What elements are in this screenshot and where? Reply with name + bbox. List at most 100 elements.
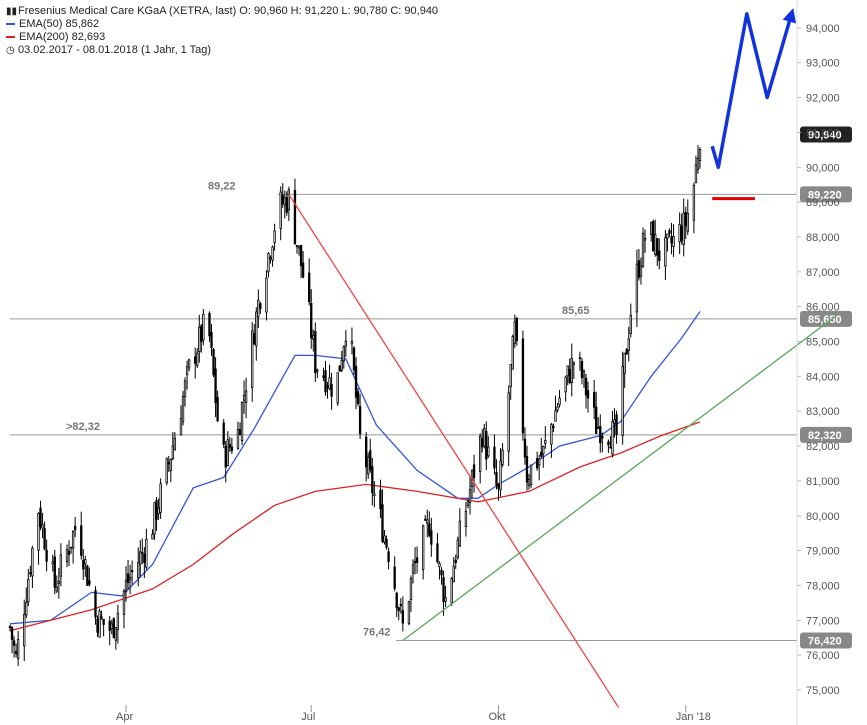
candle-body xyxy=(310,302,313,339)
candle-body xyxy=(507,392,510,452)
candle-body xyxy=(540,451,543,457)
candle-body xyxy=(112,618,115,638)
candle-body xyxy=(173,437,177,451)
candle-body xyxy=(71,531,75,549)
level-price-box xyxy=(800,186,852,203)
candle-body xyxy=(381,504,384,542)
candle-body xyxy=(187,359,191,369)
candle-body xyxy=(86,565,89,586)
candle-body xyxy=(27,579,30,603)
candle-body xyxy=(108,620,111,631)
candle-body xyxy=(387,551,390,563)
candle-body xyxy=(145,538,148,568)
candle-body xyxy=(287,189,291,211)
y-tick-label: 84,000 xyxy=(806,371,840,383)
candle-body xyxy=(354,365,358,398)
candle-body xyxy=(102,618,105,625)
candle-body xyxy=(698,149,702,161)
legend-ema200: EMA(200) 82,693 xyxy=(19,31,106,43)
candle-body xyxy=(183,380,187,397)
candle-body xyxy=(566,365,569,377)
candle-body xyxy=(468,488,472,504)
trend-layer xyxy=(288,194,835,708)
candle-body xyxy=(100,616,103,619)
candle-body xyxy=(352,347,356,371)
candle-body xyxy=(14,650,18,655)
last-price-box xyxy=(800,126,852,143)
candle-body xyxy=(487,446,490,457)
forecast-layer xyxy=(710,8,797,201)
candle-body xyxy=(285,197,288,213)
candle-body xyxy=(151,533,154,540)
axis-layer: 75,000 76,000 77,000 78,000 79,000 80,000 81,0… xyxy=(116,0,840,725)
candle-body xyxy=(73,525,77,531)
candle-body xyxy=(51,561,54,565)
candle-body xyxy=(94,590,97,618)
candle-body xyxy=(415,557,419,563)
candle-layer xyxy=(8,145,702,667)
candle-body xyxy=(599,425,602,444)
candle-body xyxy=(53,556,56,588)
candle-body xyxy=(696,157,700,170)
candle-body xyxy=(208,312,211,337)
candle-body xyxy=(595,406,598,434)
candle-body xyxy=(128,576,132,581)
candle-body xyxy=(45,549,48,562)
candle-body xyxy=(658,250,661,261)
candlestick-icon: ▮▮ xyxy=(6,6,18,17)
candle-body xyxy=(110,623,113,629)
y-tick-label: 91,000 xyxy=(806,127,840,139)
y-tick-label: 80,000 xyxy=(806,511,840,523)
candle-body xyxy=(210,331,213,349)
candle-body xyxy=(279,191,282,229)
candle-body xyxy=(385,538,388,548)
candle-body xyxy=(466,501,470,506)
candle-body xyxy=(629,314,632,334)
candle-body xyxy=(257,299,260,318)
candle-body xyxy=(316,369,319,372)
downtrend-trendline xyxy=(288,194,620,708)
candle-body xyxy=(672,235,675,248)
y-tick-label: 79,000 xyxy=(806,546,840,558)
candle-body xyxy=(625,349,628,355)
candle-body xyxy=(513,321,516,344)
candle-body xyxy=(312,335,315,340)
candle-body xyxy=(242,395,246,401)
candle-body xyxy=(383,535,386,543)
chart-legend: ▮▮Fresenius Medical Care KGaA (XETRA, la… xyxy=(6,5,438,57)
y-tick-label: 94,000 xyxy=(806,23,840,35)
candle-body xyxy=(116,612,120,630)
uptrend-trendline xyxy=(402,316,835,642)
legend-title: Fresenius Medical Care KGaA (XETRA, last… xyxy=(18,5,439,17)
candle-body xyxy=(159,483,162,513)
candle-body xyxy=(558,397,561,406)
level-label: 89,22 xyxy=(208,180,236,192)
candle-body xyxy=(430,530,433,545)
candle-body xyxy=(538,458,541,466)
candle-body xyxy=(554,410,557,422)
level-label: 85,65 xyxy=(562,305,590,317)
candle-body xyxy=(267,253,270,273)
candle-body xyxy=(472,464,476,478)
y-tick-label: 85,000 xyxy=(806,337,840,349)
candle-body xyxy=(59,554,63,577)
candle-body xyxy=(401,610,404,624)
y-tick-label: 89,000 xyxy=(806,197,840,209)
candle-body xyxy=(550,424,553,445)
candle-body xyxy=(682,212,685,245)
candle-body xyxy=(212,348,215,376)
candle-body xyxy=(10,627,14,640)
y-tick-label: 86,000 xyxy=(806,302,840,314)
candle-body xyxy=(643,238,647,241)
candle-body xyxy=(544,440,547,444)
candle-body xyxy=(424,518,427,521)
candle-body xyxy=(65,549,69,562)
candle-body xyxy=(293,190,297,245)
candle-body xyxy=(440,569,443,576)
candle-body xyxy=(126,573,130,584)
candle-body xyxy=(592,392,596,408)
candle-body xyxy=(686,213,689,232)
candle-body xyxy=(25,602,28,616)
y-tick-label: 82,000 xyxy=(806,441,840,453)
candle-body xyxy=(542,446,545,455)
